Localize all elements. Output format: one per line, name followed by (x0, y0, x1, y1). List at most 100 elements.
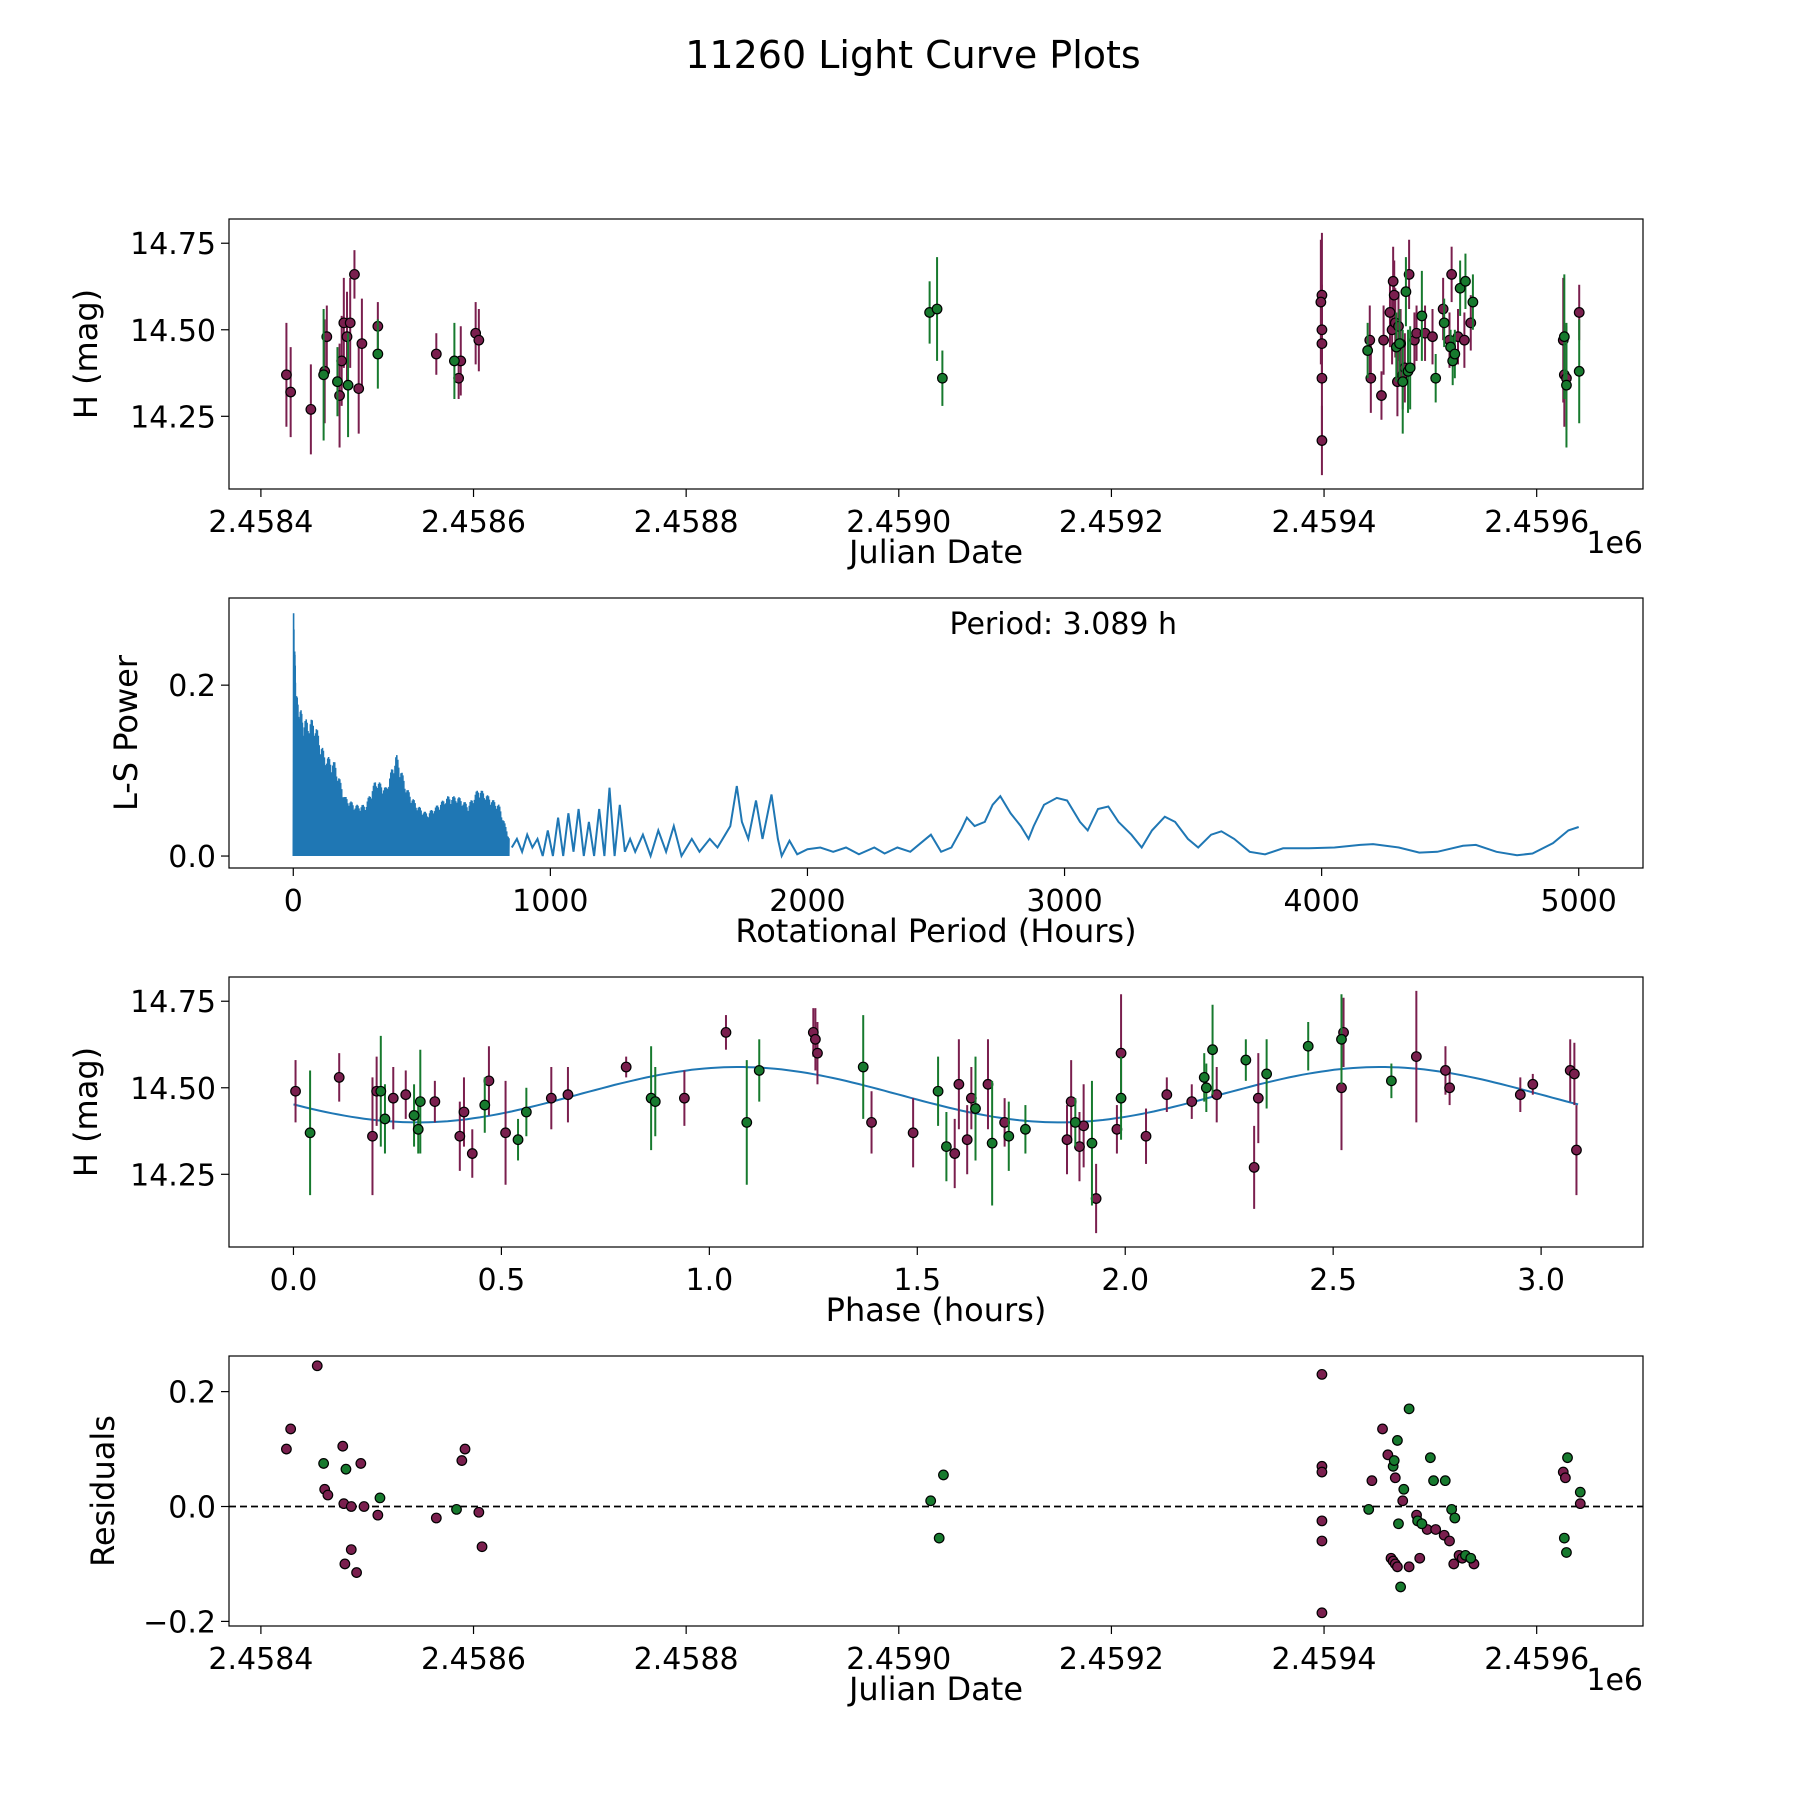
magenta-data-point (281, 369, 292, 381)
x-tick-label: 2.4596 (1484, 505, 1589, 540)
magenta-data-point (1559, 1472, 1571, 1484)
magenta-data-point (1571, 1144, 1582, 1156)
magenta-data-point (356, 338, 368, 350)
plot-content (290, 990, 1582, 1234)
green-data-point (1460, 275, 1471, 287)
magenta-data-point (322, 1489, 334, 1501)
green-data-point (1449, 348, 1461, 360)
magenta-data-point (1161, 1089, 1173, 1101)
magenta-data-point (1248, 1161, 1260, 1173)
magenta-data-point (429, 1096, 441, 1108)
magenta-data-point (812, 1047, 823, 1059)
green-data-point (1385, 1075, 1397, 1087)
magenta-data-point (355, 1458, 367, 1469)
green-data-point (1449, 1512, 1461, 1524)
green-data-point (1362, 345, 1374, 356)
magenta-data-point (953, 1078, 965, 1090)
periodogram-panel: Period: 3.089 h 0 1000 2000 3000 4000 5000 0.0 0… (107, 597, 1644, 950)
y-tick-label: 0.2 (168, 669, 216, 704)
magenta-data-point (1388, 289, 1400, 301)
magenta-data-point (1410, 1051, 1422, 1063)
green-data-point (448, 355, 460, 367)
green-data-point (1574, 1486, 1586, 1498)
magenta-data-point (459, 1443, 471, 1455)
green-data-point (933, 1532, 945, 1544)
y-tick-label: 0.0 (168, 1491, 216, 1526)
periodogram-short-period-forest (292, 613, 510, 857)
green-data-point (753, 1065, 765, 1076)
green-data-point (1198, 1071, 1210, 1083)
magenta-data-point (620, 1061, 632, 1073)
y-tick-label: 14.50 (130, 314, 216, 349)
magenta-data-point (1252, 1092, 1264, 1104)
axes-frame (228, 218, 1644, 490)
y-axis-label: H (mag) (67, 1047, 105, 1177)
magenta-data-point (1316, 1515, 1328, 1527)
green-data-point (940, 1141, 952, 1153)
magenta-data-point (290, 1085, 301, 1097)
magenta-data-point (949, 1148, 961, 1159)
magenta-data-point (349, 268, 360, 280)
magenta-data-point (1377, 1423, 1388, 1435)
x-tick-label: 2.4586 (421, 1642, 526, 1677)
green-data-point (1388, 1455, 1400, 1466)
magenta-data-point (1514, 1089, 1526, 1101)
x-tick-label: 2.4590 (846, 1642, 951, 1677)
green-data-point (1561, 379, 1572, 391)
green-data-point (1438, 317, 1450, 329)
green-data-point (479, 1099, 491, 1111)
magenta-data-point (866, 1116, 877, 1128)
x-tick-label: 2.5 (1309, 1263, 1357, 1298)
magenta-data-point (961, 1134, 973, 1146)
green-data-point (1404, 362, 1416, 374)
x-tick-label: 1.5 (893, 1263, 941, 1298)
residuals-panel: 2.4584 2.4586 2.4588 2.4590 2.4592 2.4594 2.45… (84, 1355, 1644, 1708)
magenta-data-point (339, 1558, 351, 1570)
green-data-point (1069, 1116, 1081, 1128)
green-data-point (375, 1085, 387, 1097)
magenta-data-point (1387, 275, 1399, 287)
magenta-data-point (1568, 1068, 1580, 1080)
green-data-point (1020, 1123, 1031, 1135)
light-curve-panel: 2.4584 2.4586 2.4588 2.4590 2.4592 2.4594 2.45… (67, 218, 1644, 571)
green-data-point (1428, 1475, 1439, 1487)
magenta-data-point (1573, 307, 1585, 318)
magenta-data-point (1316, 435, 1328, 446)
magenta-data-point (345, 1501, 357, 1512)
magenta-data-point (1316, 1607, 1328, 1619)
magenta-data-point (473, 334, 485, 346)
green-data-point (1261, 1068, 1273, 1080)
magenta-data-point (1527, 1078, 1539, 1090)
y-tick-label: 0.0 (168, 840, 216, 875)
periodogram-curve (510, 785, 1580, 860)
green-data-point (451, 1503, 462, 1515)
green-data-point (332, 376, 343, 388)
magenta-data-point (1140, 1130, 1152, 1142)
x-tick-label: 2.4594 (1272, 505, 1377, 540)
magenta-data-point (1316, 324, 1328, 336)
x-tick-label: 2.4588 (634, 505, 739, 540)
y-tick-label: 14.25 (130, 1158, 216, 1193)
x-tick-label: 5000 (1541, 884, 1617, 919)
green-data-point (1395, 1581, 1406, 1593)
green-data-point (938, 1469, 949, 1481)
green-data-point (649, 1096, 661, 1108)
y-tick-label: 14.50 (130, 1072, 216, 1107)
green-data-point (1397, 376, 1409, 388)
magenta-data-point (1115, 1047, 1127, 1059)
green-data-point (931, 303, 943, 315)
magenta-data-point (1316, 1466, 1328, 1478)
green-data-point (1302, 1040, 1314, 1052)
green-data-point (1336, 1033, 1347, 1045)
magenta-data-point (337, 1440, 349, 1452)
x-tick-label: 2.4596 (1484, 1642, 1589, 1677)
magenta-data-point (907, 1127, 919, 1139)
x-tick-label: 2.4584 (208, 1642, 313, 1677)
magenta-data-point (1414, 1552, 1426, 1564)
magenta-data-point (1458, 334, 1470, 346)
magenta-data-point (400, 1089, 412, 1101)
green-data-point (374, 1492, 386, 1504)
magenta-data-point (1376, 390, 1387, 401)
x-tick-label: 0 (284, 884, 303, 919)
magenta-data-point (456, 1455, 468, 1466)
